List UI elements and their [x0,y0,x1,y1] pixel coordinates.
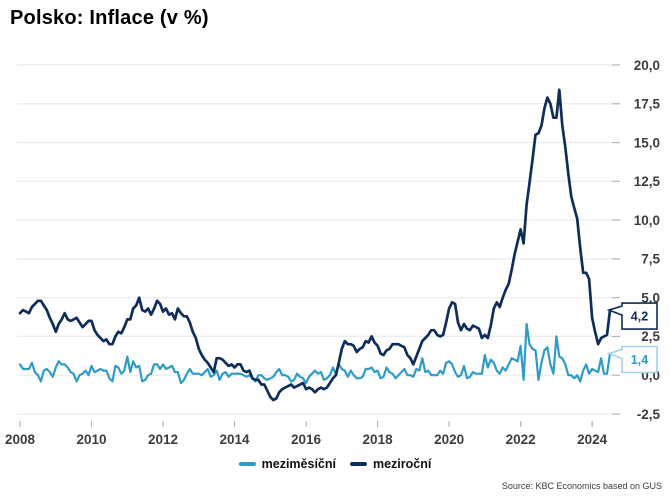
mezimesicni-line-swatch-icon [238,462,256,466]
x-axis-label: 2016 [291,432,322,447]
end-value-callout-meziroční [606,302,658,330]
end-value-label: 4,2 [631,310,648,324]
legend-item-mezirocni: meziroční [349,457,432,471]
legend-label: meziměsíční [261,457,336,471]
x-axis-label: 2012 [148,432,178,447]
series-line-meziměsíční [18,322,612,385]
y-axis-label: 5,0 [641,290,660,305]
legend-item-mezimesicni: meziměsíční [238,457,336,471]
x-axis-label: 2010 [76,432,106,447]
x-axis-label: 2008 [5,432,36,447]
series-line-meziroční [18,88,612,402]
y-axis-label: 10,0 [634,213,660,228]
y-axis-label: 15,0 [634,135,660,150]
end-value-label: 1,4 [631,353,648,367]
x-axis-label: 2022 [506,432,536,447]
x-axis-label: 2024 [577,432,608,447]
chart-legend: meziměsíční meziroční [0,455,670,473]
y-axis-label: 7,5 [641,252,660,267]
x-axis-label: 2020 [434,432,464,447]
x-axis-label: 2018 [363,432,394,447]
y-axis-label: 20,0 [634,58,660,73]
y-axis-label: 12,5 [634,174,661,189]
y-axis-label: -2,5 [637,407,661,422]
page-title: Polsko: Inflace (v %) [10,7,209,29]
legend-label: meziroční [372,457,432,471]
end-value-callout-meziměsíční [606,345,658,374]
mezirocni-line-swatch-icon [349,462,367,466]
x-axis-label: 2014 [220,432,251,447]
source-note: Source: KBC Economics based on GUS [501,481,662,491]
y-axis-label: 2,5 [641,329,660,344]
y-axis-label: 17,5 [634,97,661,112]
